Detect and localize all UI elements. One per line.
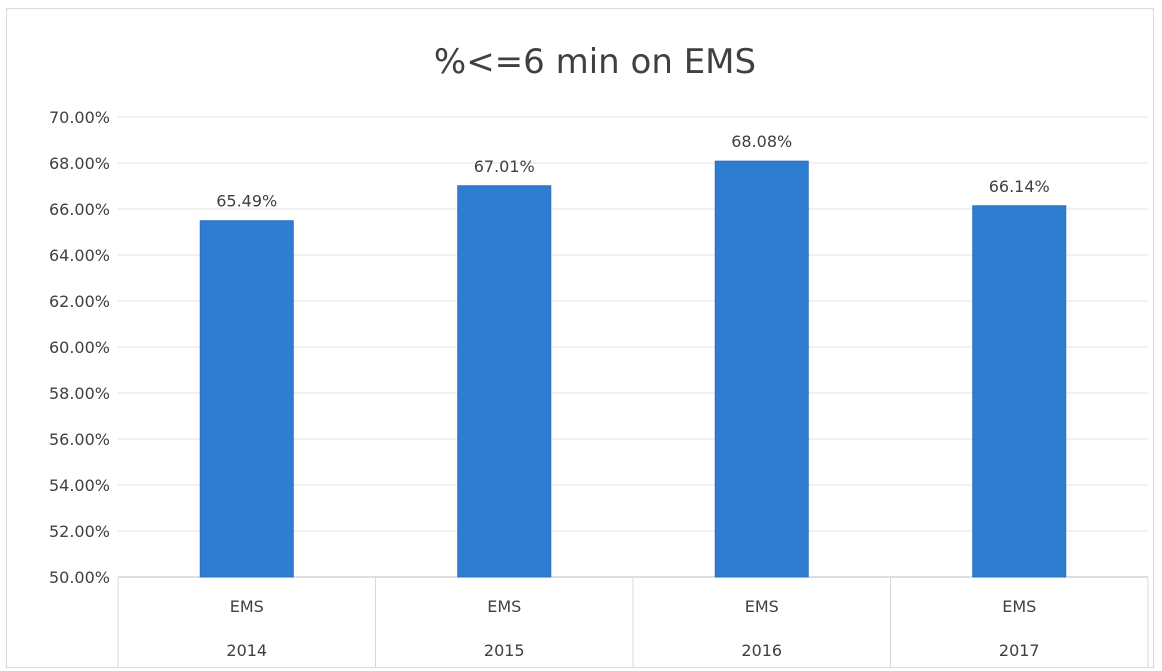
y-tick-label: 66.00% [49,200,110,219]
y-tick-label: 60.00% [49,338,110,357]
chart-title: %<=6 min on EMS [434,42,756,82]
x-category-group-label: EMS [745,597,779,616]
x-category-year-label: 2017 [999,641,1040,660]
y-tick-label: 64.00% [49,246,110,265]
y-tick-label: 50.00% [49,568,110,587]
y-tick-label: 70.00% [49,108,110,127]
y-tick-label: 54.00% [49,476,110,495]
data-label: 67.01% [474,157,535,176]
bar [199,220,294,578]
y-tick-label: 62.00% [49,292,110,311]
x-category-group-label: EMS [230,597,264,616]
y-tick-label: 52.00% [49,522,110,541]
y-tick-label: 68.00% [49,154,110,173]
data-label: 68.08% [731,132,792,151]
x-category-group-label: EMS [1002,597,1036,616]
bar [714,160,809,578]
data-label: 66.14% [989,177,1050,196]
x-axis: EMS 2014 EMS 2015 EMS 2016 EMS 2017 [117,577,1149,668]
data-label: 65.49% [216,192,277,211]
chart-frame [6,8,1154,668]
x-category-year-label: 2014 [226,641,267,660]
y-tick-label: 58.00% [49,384,110,403]
y-tick-label: 56.00% [49,430,110,449]
bar [972,205,1067,578]
bar [457,185,552,578]
y-axis-tick-labels: 50.00% 52.00% 54.00% 56.00% 58.00% 60.00% 62.0… [49,108,110,587]
x-category-group-label: EMS [487,597,521,616]
x-category-year-label: 2015 [484,641,525,660]
bars [199,160,1067,578]
data-labels: 65.49% 67.01% 68.08% 66.14% [216,132,1050,211]
x-category-year-label: 2016 [741,641,782,660]
